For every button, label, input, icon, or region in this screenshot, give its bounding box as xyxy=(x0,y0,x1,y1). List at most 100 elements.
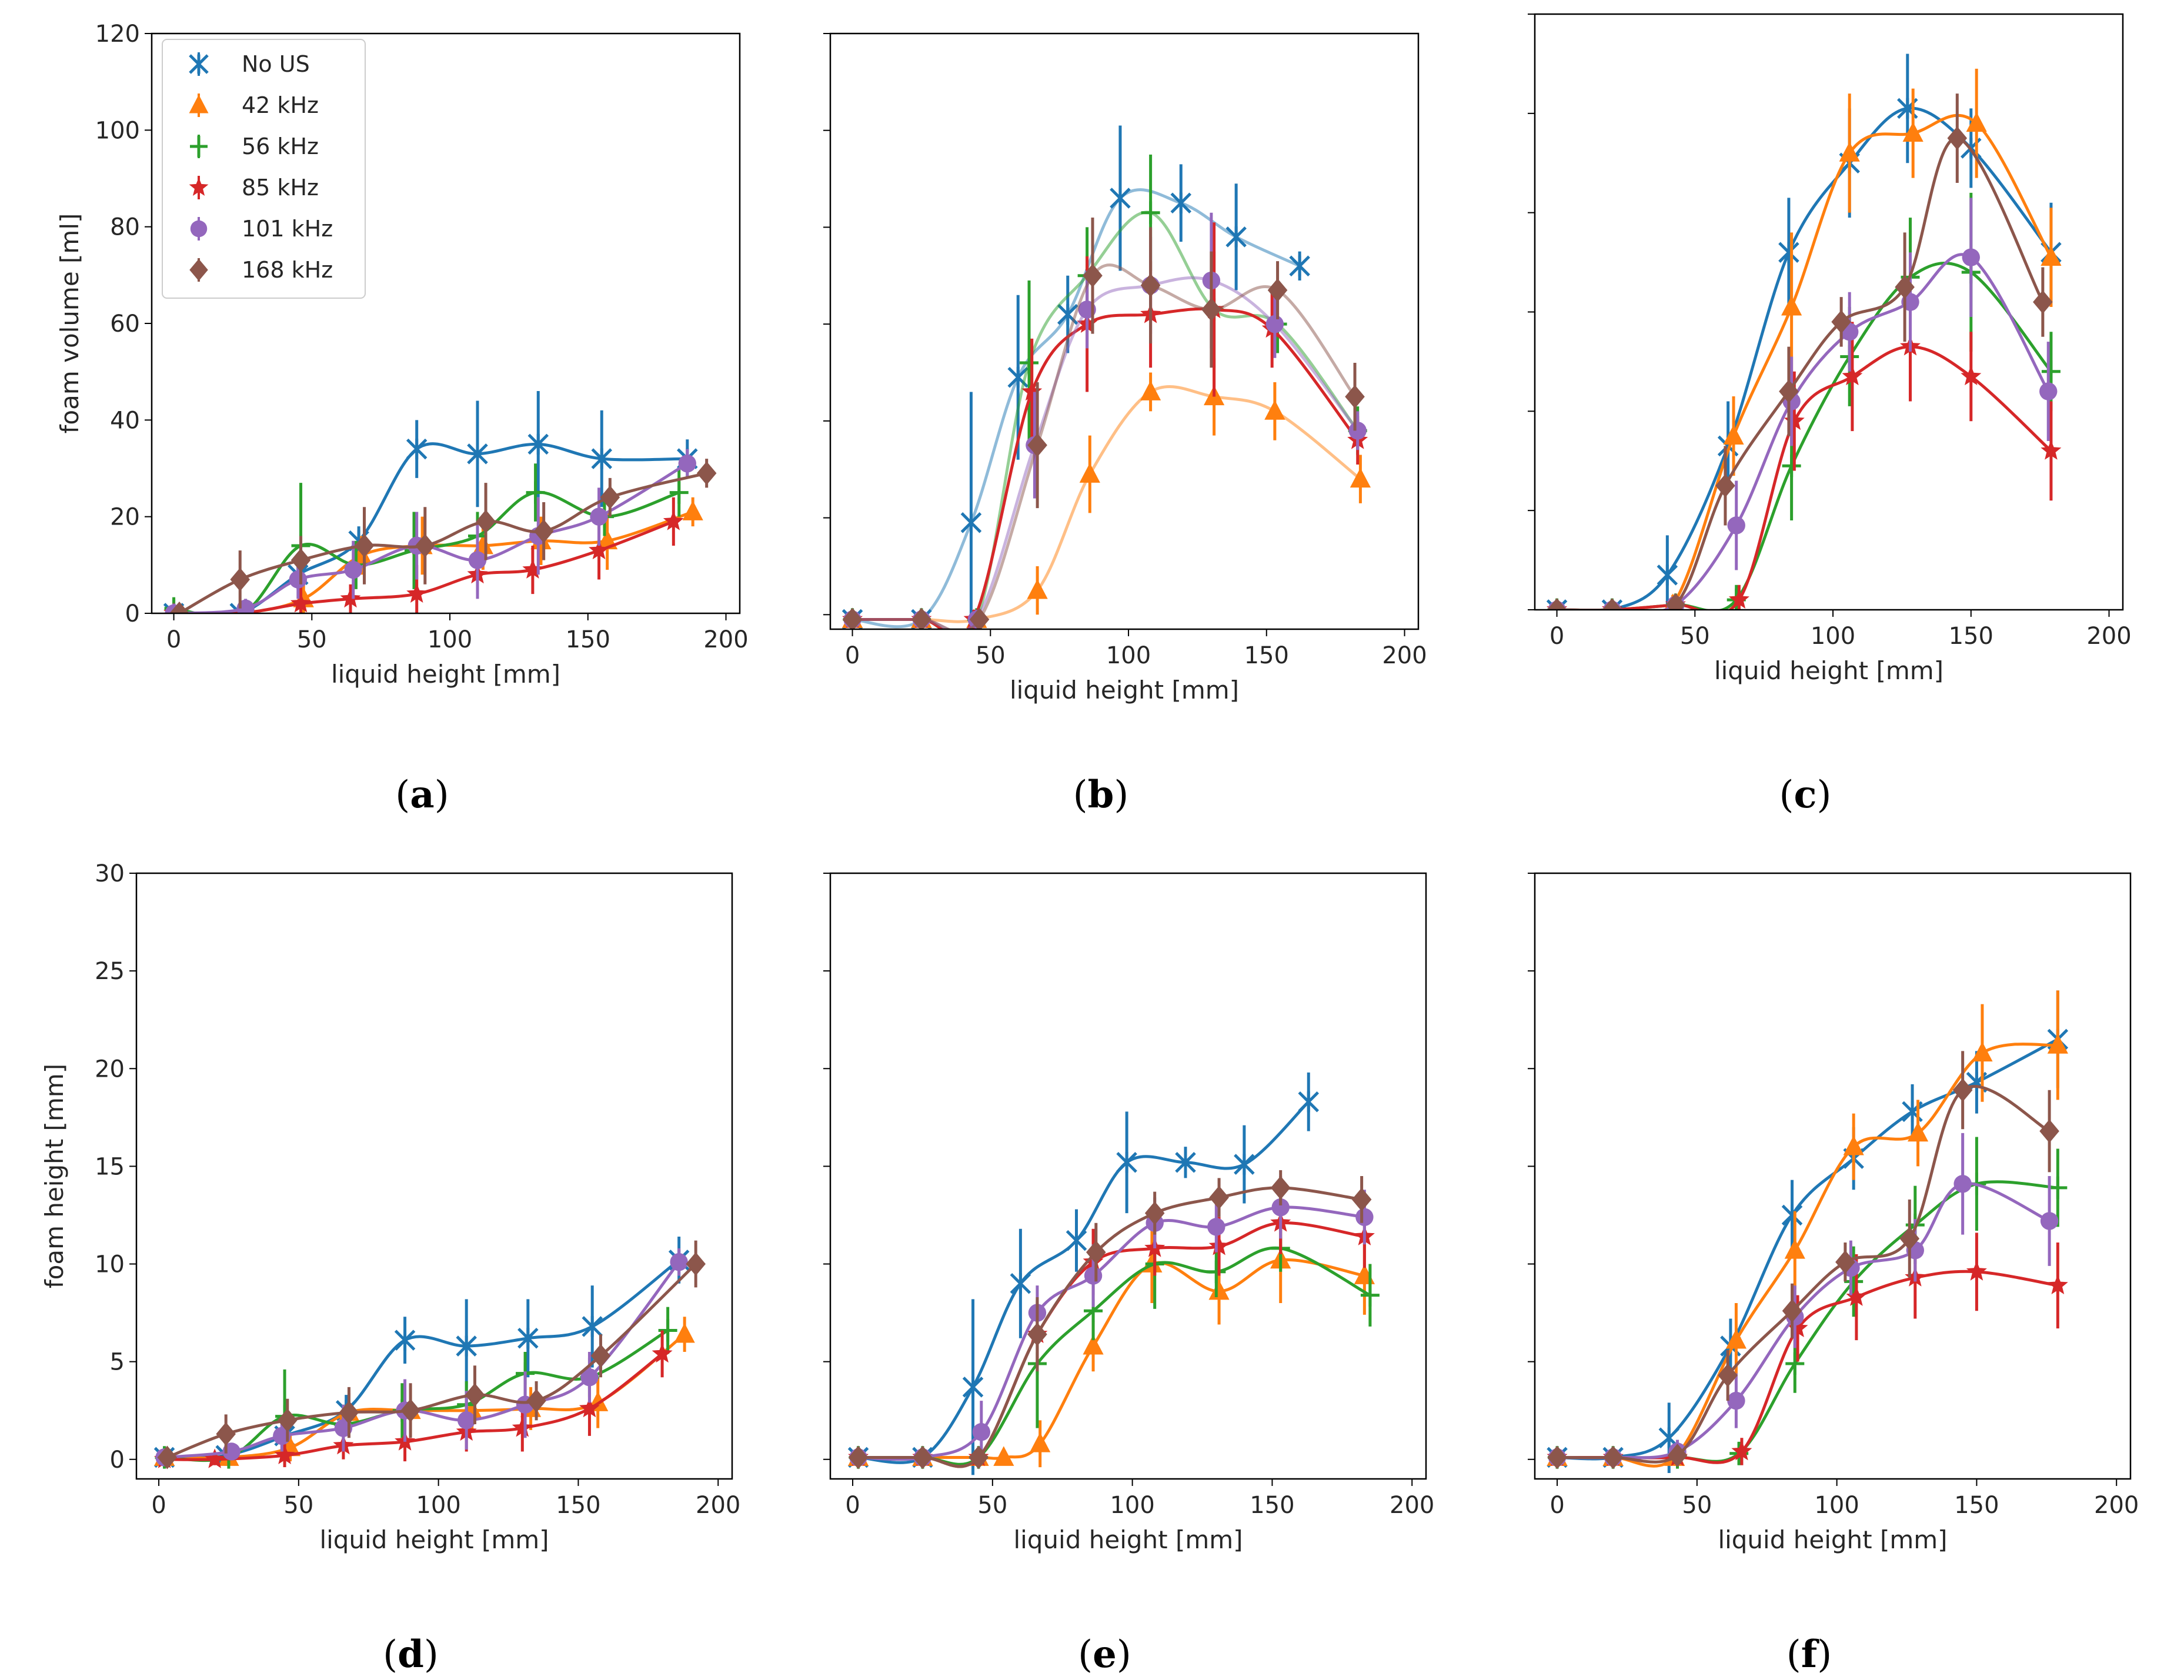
data-point xyxy=(1207,1260,1226,1284)
data-point xyxy=(1345,385,1365,409)
data-point xyxy=(400,1398,420,1422)
data-point xyxy=(1839,142,1860,162)
series-line xyxy=(852,263,1357,629)
y-tick-label: 0 xyxy=(110,1447,125,1474)
legend-label: 168 kHz xyxy=(242,257,333,283)
data-point xyxy=(1027,579,1048,599)
data-point xyxy=(913,1445,933,1469)
data-point xyxy=(1110,188,1131,209)
data-point xyxy=(533,519,554,543)
data-point xyxy=(2039,382,2058,400)
data-point xyxy=(670,1253,688,1271)
data-point xyxy=(1208,1280,1230,1300)
data-point xyxy=(339,1401,359,1425)
x-axis-label: liquid height [mm] xyxy=(331,660,560,689)
data-point xyxy=(1667,1444,1688,1468)
data-point xyxy=(1141,201,1160,224)
data-point xyxy=(1547,1445,1567,1469)
data-point xyxy=(465,1383,485,1407)
data-point xyxy=(1010,1272,1031,1294)
series-line xyxy=(852,276,1359,629)
series-101-khz xyxy=(849,1176,1374,1467)
x-tick-label: 150 xyxy=(1949,623,1993,650)
series-line xyxy=(1557,1180,2058,1463)
data-point xyxy=(1785,1352,1805,1375)
data-point xyxy=(2047,1034,2068,1054)
y-tick-label: 5 xyxy=(110,1349,125,1376)
data-point xyxy=(274,1444,295,1464)
data-point xyxy=(1972,1041,1993,1062)
data-point xyxy=(1784,1239,1805,1259)
series-168-khz xyxy=(842,217,1365,629)
data-point xyxy=(1270,1175,1291,1200)
y-tick-label: 20 xyxy=(110,504,140,531)
data-point xyxy=(394,1330,416,1351)
data-point xyxy=(169,602,189,613)
data-point xyxy=(1728,589,1749,609)
series-line xyxy=(1557,1038,2059,1461)
data-point xyxy=(589,539,610,560)
data-point xyxy=(406,438,428,460)
data-point xyxy=(1264,400,1285,420)
data-point xyxy=(468,551,487,569)
data-point xyxy=(1895,275,1915,299)
x-tick-label: 50 xyxy=(976,642,1006,669)
data-point xyxy=(1208,1235,1230,1255)
x-tick-label: 100 xyxy=(1110,1492,1154,1519)
data-point xyxy=(590,507,608,526)
x-axis-label: liquid height [mm] xyxy=(1013,1525,1243,1554)
x-tick-label: 200 xyxy=(2094,1492,2139,1519)
data-point xyxy=(1842,365,1863,386)
data-point xyxy=(591,448,613,469)
data-point xyxy=(1084,1267,1103,1285)
data-point xyxy=(1267,278,1288,302)
data-point xyxy=(1020,351,1039,375)
data-point xyxy=(1835,1250,1855,1274)
plot-area xyxy=(163,391,717,613)
data-point xyxy=(969,1445,989,1469)
x-tick-label: 0 xyxy=(845,1492,860,1519)
y-tick-label: 0 xyxy=(125,600,140,627)
series-line xyxy=(1557,1043,2058,1468)
series-line xyxy=(852,188,1301,629)
data-point xyxy=(1086,1240,1106,1264)
x-tick-label: 50 xyxy=(283,1492,313,1519)
x-tick-label: 0 xyxy=(1549,1492,1564,1519)
data-point xyxy=(1140,380,1161,400)
data-point xyxy=(340,588,361,608)
data-point xyxy=(1718,1363,1738,1387)
legend: No US 42 kHz 56 kHz 85 kHz 101 kHz 168 kHz xyxy=(162,39,366,299)
x-tick-label: 150 xyxy=(1244,642,1289,669)
data-point xyxy=(911,607,931,629)
data-point xyxy=(848,1445,869,1469)
chart-panel-d: 0 50 100 150 200 0 5 10 15 20 25 30 liquid height [m… xyxy=(40,860,740,1676)
x-tick-label: 200 xyxy=(1390,1492,1434,1519)
legend-label: 42 kHz xyxy=(242,92,319,118)
series-line xyxy=(858,1205,1365,1461)
series-no-us xyxy=(1546,54,2062,610)
chart-panel-f: 0 50 100 150 200 liquid height [mm] (f) xyxy=(1528,872,2139,1676)
y-tick-label: 80 xyxy=(110,214,140,241)
legend-item: No US xyxy=(189,51,310,77)
data-point xyxy=(2047,1274,2068,1294)
data-point xyxy=(1961,365,1982,386)
data-point xyxy=(1727,1391,1745,1410)
series-no-us xyxy=(1547,990,2069,1474)
y-tick-label: 10 xyxy=(95,1251,125,1278)
axes-frame xyxy=(829,872,1427,1480)
plot-area xyxy=(1547,990,2069,1474)
series-line xyxy=(1557,262,2052,610)
panel-caption: (d) xyxy=(383,1632,439,1676)
data-point xyxy=(1781,1204,1803,1226)
panel-caption: (f) xyxy=(1786,1632,1832,1676)
legend-box xyxy=(162,39,366,299)
data-point xyxy=(1027,1322,1047,1347)
y-axis-label: foam volume [ml] xyxy=(55,213,84,434)
x-tick-label: 50 xyxy=(977,1492,1007,1519)
x-tick-label: 150 xyxy=(1250,1492,1294,1519)
plot-area xyxy=(1546,54,2062,610)
x-axis-label: liquid height [mm] xyxy=(1714,656,1943,685)
data-point xyxy=(2039,1119,2059,1143)
data-point xyxy=(1899,1227,1920,1251)
